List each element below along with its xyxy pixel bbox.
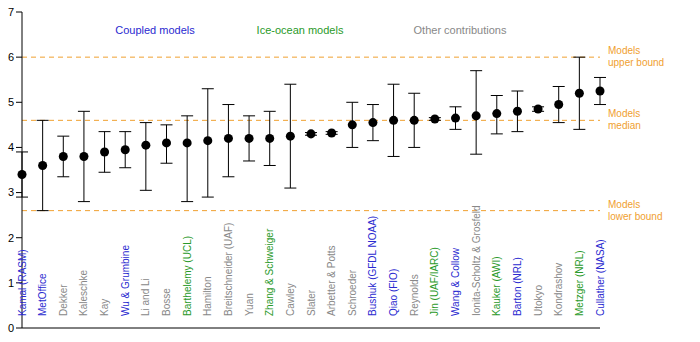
svg-text:Modelslower bound: Modelslower bound: [608, 199, 662, 222]
svg-text:Wu & Grumbine: Wu & Grumbine: [120, 245, 131, 316]
svg-text:Dekker: Dekker: [58, 284, 69, 316]
svg-text:Arbetter & Potts: Arbetter & Potts: [326, 245, 337, 316]
svg-text:Metzger (NRL): Metzger (NRL): [574, 250, 585, 316]
svg-text:5: 5: [8, 96, 14, 108]
svg-text:Wang & Collow: Wang & Collow: [450, 247, 461, 316]
svg-text:Modelsupper bound: Modelsupper bound: [608, 45, 664, 68]
svg-text:Kaleschke: Kaleschke: [78, 269, 89, 316]
html-text:Coupled models: Coupled models: [115, 24, 195, 36]
svg-text:Kamal (RASM): Kamal (RASM): [17, 249, 28, 316]
svg-text:1: 1: [8, 277, 14, 289]
svg-text:Breitschneider (UAF): Breitschneider (UAF): [223, 223, 234, 316]
svg-text:Slater: Slater: [306, 289, 317, 316]
svg-text:Yuan: Yuan: [244, 293, 255, 316]
svg-text:Barton (NRL): Barton (NRL): [512, 257, 523, 316]
svg-text:Kondrashov: Kondrashov: [553, 263, 564, 316]
svg-text:Qiao (FIO): Qiao (FIO): [388, 269, 399, 316]
svg-text:Kauker (AWI): Kauker (AWI): [491, 256, 502, 316]
svg-text:7: 7: [8, 6, 14, 18]
svg-text:Kay: Kay: [99, 299, 110, 316]
svg-text:Cawley: Cawley: [285, 283, 296, 316]
svg-text:Barthelemy (UCL): Barthelemy (UCL): [182, 236, 193, 316]
svg-text:Utokyo: Utokyo: [533, 284, 544, 316]
svg-text:6: 6: [8, 51, 14, 63]
svg-text:MetOffice: MetOffice: [37, 273, 48, 316]
svg-text:Zhang & Schweiger: Zhang & Schweiger: [264, 228, 275, 316]
html-text:Other contributions: Other contributions: [413, 24, 507, 36]
svg-text:Jin (UAF/IARC): Jin (UAF/IARC): [429, 247, 440, 316]
svg-text:4: 4: [8, 141, 14, 153]
svg-text:Modelsmedian: Modelsmedian: [608, 108, 641, 131]
svg-text:Cullather (NASA): Cullather (NASA): [595, 239, 606, 316]
svg-text:0: 0: [8, 322, 14, 334]
svg-text:Hamilton: Hamilton: [202, 277, 213, 316]
svg-text:Li and Li: Li and Li: [140, 278, 151, 316]
svg-text:Schroeder: Schroeder: [347, 269, 358, 316]
svg-text:Bushuk (GFDL NOAA): Bushuk (GFDL NOAA): [367, 216, 378, 316]
svg-text:2: 2: [8, 232, 14, 244]
svg-text:Ionita-Scholtz & Grosfeld: Ionita-Scholtz & Grosfeld: [471, 205, 482, 316]
svg-text:Bosse: Bosse: [161, 288, 172, 316]
html-text:Ice-ocean models: Ice-ocean models: [256, 24, 344, 36]
svg-text:3: 3: [8, 186, 14, 198]
svg-text:Reynolds: Reynolds: [409, 274, 420, 316]
